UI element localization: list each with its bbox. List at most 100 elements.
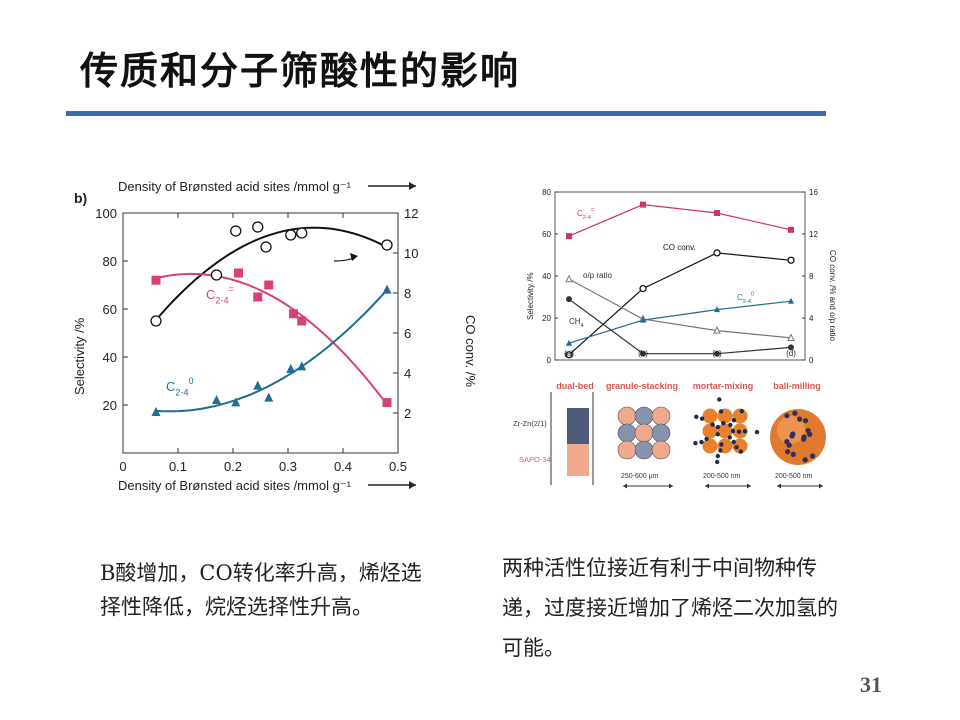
data-point	[566, 233, 572, 240]
mortar-dot	[699, 439, 704, 445]
data-point	[212, 395, 221, 405]
category-name: granule-stacking	[606, 381, 678, 391]
panel-label: b)	[74, 190, 87, 206]
mortar-dot	[715, 432, 720, 437]
y-tick-label: 20	[103, 398, 117, 413]
ball-dot	[801, 436, 807, 442]
mortar-dot	[738, 449, 743, 454]
ball-dot	[790, 431, 796, 437]
y2-tick-label: 12	[404, 206, 418, 221]
right-chart: 0 20 40 60 80 0 4 8 12 16 (a) (b) (c) (d) Selectivity…	[505, 180, 845, 495]
mortar-dot	[704, 436, 709, 442]
series-label-paraffin: C2-40	[166, 376, 194, 398]
granule	[634, 440, 654, 460]
series-label-paraffin: C2-40	[737, 292, 754, 305]
ball-dot	[792, 410, 798, 416]
mortar-dot	[739, 409, 744, 414]
tick-labels: 0 0.1 0.2 0.3 0.4 0.5 20 40 60 80 100 2 4 6 8 10 12	[95, 206, 418, 474]
data-points	[565, 201, 795, 359]
ball-dot	[784, 439, 790, 445]
size-bar-3: 200-500 nm	[775, 473, 823, 489]
data-point	[289, 309, 298, 319]
ball-dot	[785, 449, 791, 455]
data-point	[264, 280, 274, 290]
data-point	[639, 284, 647, 293]
series-lines	[568, 203, 792, 356]
y-tick-label: 80	[103, 254, 117, 269]
series-labels: C2-4= CO conv. o/p ratio C2-40 CH4	[569, 208, 754, 329]
data-point	[714, 306, 720, 313]
size-label-2: 200-500 nm	[703, 473, 741, 480]
right-caption: 两种活性位接近有利于中间物种传递，过度接近增加了烯烃二次加氢的可能。	[502, 556, 838, 660]
data-point	[788, 344, 794, 351]
ball-milling-illustration	[770, 409, 826, 465]
y2-tick-label: 4	[404, 366, 411, 381]
series-line-0	[568, 203, 792, 237]
data-point	[286, 363, 296, 373]
category-names: dual-bed granule-stacking mortar-mixing bal…	[556, 381, 821, 391]
mortar-dot	[721, 421, 726, 426]
mortar-particle	[702, 408, 718, 424]
series-labels: C2-4= C2-40	[166, 284, 234, 398]
data-point	[566, 339, 572, 346]
mortar-dot	[754, 429, 760, 435]
data-point	[788, 297, 794, 304]
y2-tick-label: 10	[404, 246, 418, 261]
mortar-dot	[715, 424, 721, 430]
data-point	[296, 227, 308, 239]
category-name: mortar-mixing	[693, 381, 754, 391]
ball-dot	[790, 451, 796, 457]
ball-dot	[784, 413, 790, 419]
plot-frame	[122, 212, 399, 454]
ball-dot	[810, 453, 816, 459]
data-point	[231, 397, 241, 407]
mortar-dot	[728, 422, 733, 428]
mortar-particle	[717, 423, 733, 439]
data-point	[565, 274, 573, 283]
series-line-3	[568, 300, 792, 344]
series-label-co: CO conv.	[663, 243, 696, 252]
y2-tick-label: 8	[809, 272, 814, 281]
x-tick-label: 0.5	[389, 459, 407, 474]
granule	[617, 406, 637, 426]
data-point	[714, 350, 720, 357]
mortar-dot	[727, 435, 732, 440]
series-label-olefin: C2-4=	[206, 284, 234, 306]
y2-tick-label: 4	[809, 314, 814, 323]
mortar-dot	[715, 453, 720, 459]
ball-dot	[797, 416, 803, 422]
data-point	[382, 398, 392, 408]
mortar-dot	[715, 459, 720, 465]
y2-tick-label: 0	[809, 356, 814, 365]
size-bar-1: 250-600 μm	[621, 473, 673, 489]
size-bar-2: 200-500 nm	[703, 473, 751, 489]
category-tick-label: (d)	[786, 349, 796, 358]
mortar-dot	[694, 414, 699, 419]
data-point	[640, 350, 646, 357]
mortar-dot	[731, 439, 736, 445]
data-point	[640, 201, 646, 208]
data-point	[297, 361, 307, 371]
y2-axis-label: CO conv. /%	[463, 315, 478, 387]
fit-curve-1	[155, 272, 388, 406]
y-tick-label: 80	[542, 188, 551, 197]
series-line-1	[568, 252, 792, 356]
mortar-particle	[732, 408, 748, 424]
mortar-particle	[702, 423, 718, 439]
data-point	[382, 284, 392, 294]
y2-tick-label: 6	[404, 326, 411, 341]
data-point	[253, 380, 263, 390]
ball-dot	[803, 418, 809, 424]
ball-dot	[807, 431, 813, 437]
mortar-dot	[717, 397, 722, 402]
granule	[634, 406, 654, 426]
y-tick-label: 100	[95, 206, 117, 221]
granule	[617, 440, 637, 460]
category-tick-label: (c)	[712, 349, 722, 358]
page-number: 31	[860, 672, 882, 697]
y-tick-label: 60	[103, 302, 117, 317]
mortar-dot	[730, 428, 736, 434]
data-point	[787, 333, 795, 341]
series-label-olefin: C2-4=	[577, 208, 594, 221]
tick-labels: 0 20 40 60 80 0 4 8 12 16 (a) (b) (c) (d)	[542, 188, 818, 365]
